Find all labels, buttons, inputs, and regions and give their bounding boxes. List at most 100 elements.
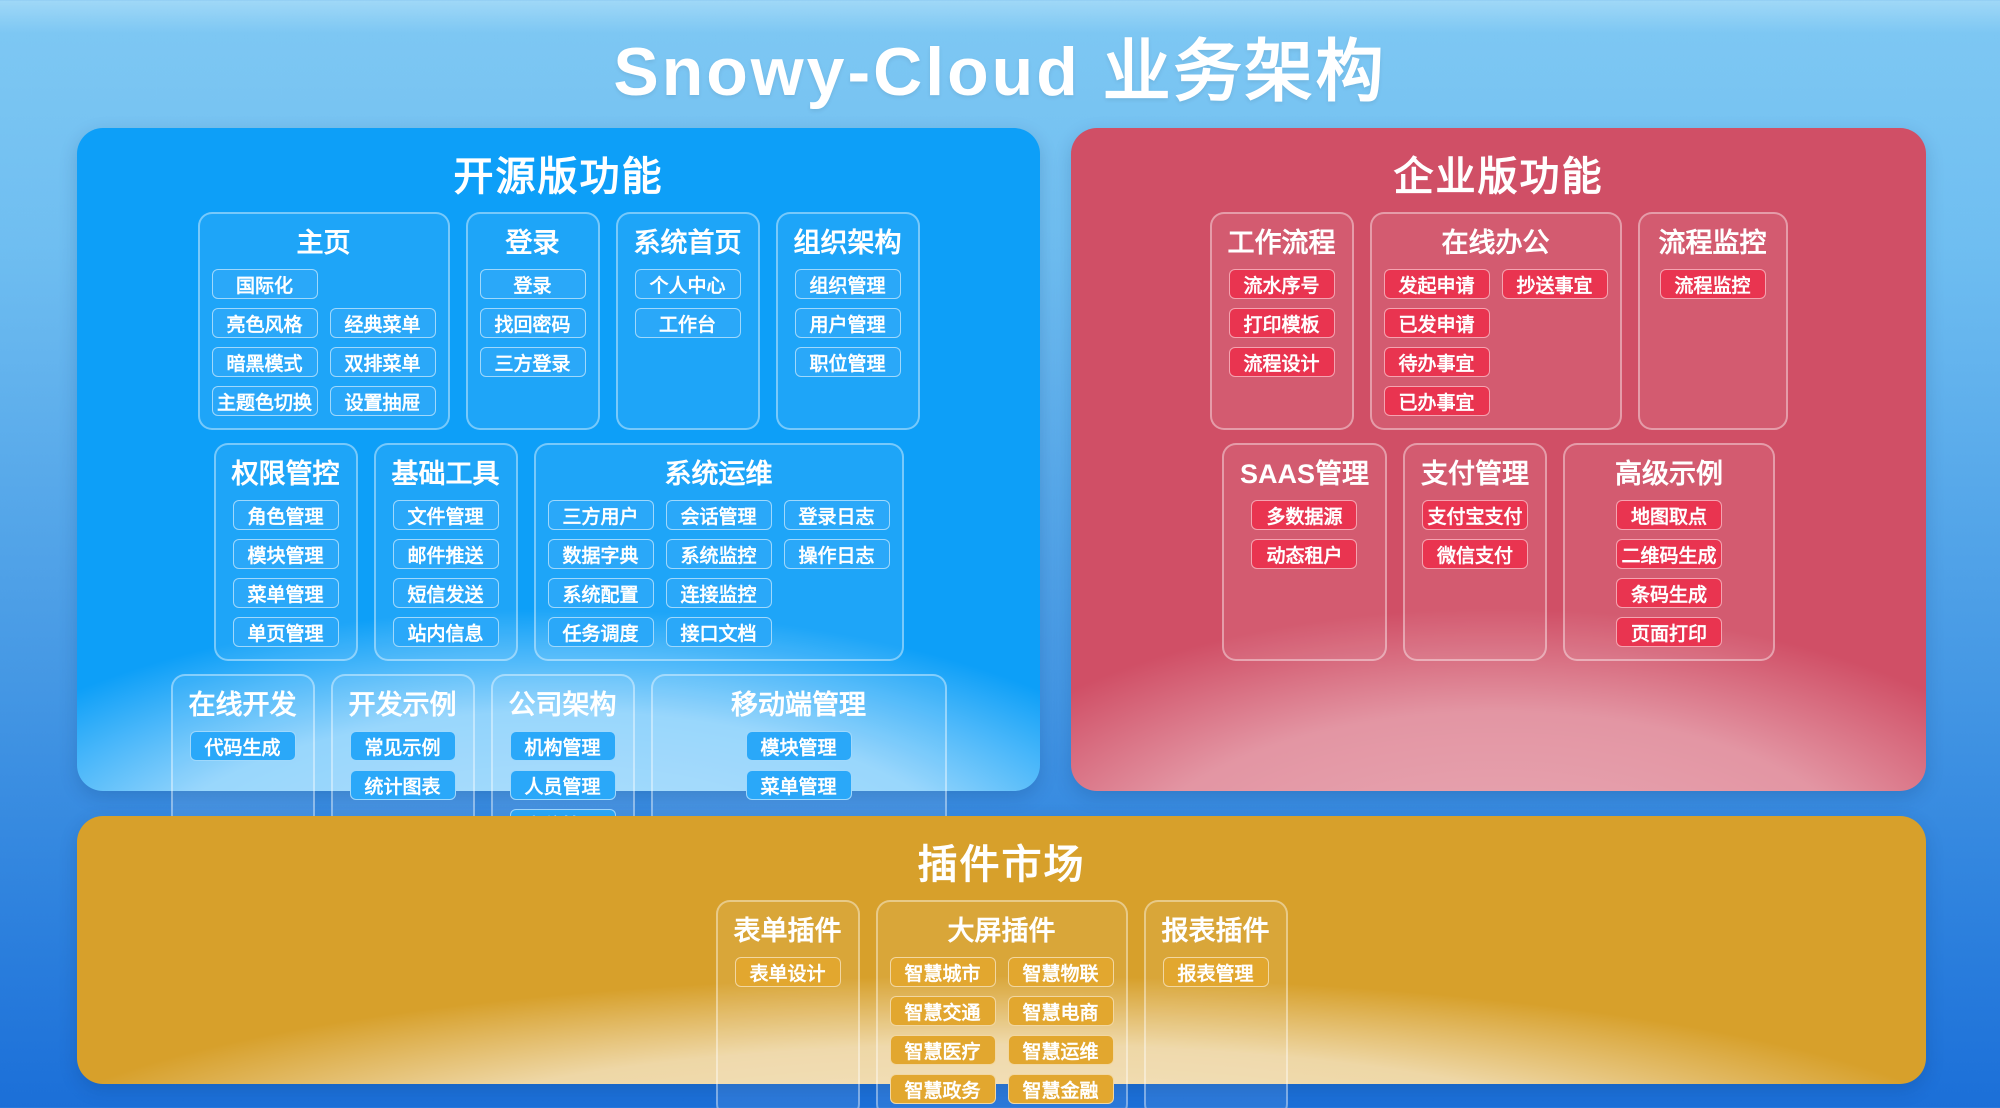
feature-item[interactable]: 系统配置 xyxy=(547,578,654,608)
feature-item[interactable]: 任务调度 xyxy=(547,617,654,647)
group-title: 流程监控 xyxy=(1658,228,1767,258)
button-column: 模块管理 菜单管理 xyxy=(745,731,852,800)
feature-item[interactable]: 模块管理 xyxy=(232,539,339,569)
feature-item[interactable]: 代码生成 xyxy=(189,731,296,761)
feature-item[interactable]: 工作台 xyxy=(634,308,741,338)
group-columns: 报表管理 xyxy=(1158,957,1274,987)
feature-item[interactable]: 智慧医疗 xyxy=(889,1035,996,1065)
feature-item[interactable]: 流程监控 xyxy=(1659,269,1766,299)
feature-item[interactable]: 数据字典 xyxy=(547,539,654,569)
feature-item[interactable]: 组织管理 xyxy=(794,269,901,299)
group-columns: 机构管理人员管理岗位管理 xyxy=(505,731,621,839)
feature-item[interactable]: 打印模板 xyxy=(1228,308,1335,338)
feature-item[interactable]: 会话管理 xyxy=(665,500,772,530)
feature-item[interactable]: 登录 xyxy=(479,269,586,299)
feature-item[interactable]: 亮色风格 xyxy=(211,308,318,338)
group-title: 大屏插件 xyxy=(947,916,1056,946)
feature-item[interactable]: 国际化 xyxy=(211,269,318,299)
feature-item[interactable]: 站内信息 xyxy=(392,617,499,647)
group-columns: 国际化亮色风格暗黑模式主题色切换 经典菜单双排菜单设置抽屉 xyxy=(211,269,436,416)
group-columns: 发起申请 已发申请 待办事宜 已办事宜 抄送事宜 xyxy=(1383,269,1608,416)
group-title: 登录 xyxy=(505,228,560,258)
feature-item[interactable]: 动态租户 xyxy=(1251,539,1358,569)
group-columns: 文件管理邮件推送短信发送站内信息 xyxy=(388,500,504,647)
feature-item[interactable]: 二维码生成 xyxy=(1616,539,1722,569)
group-title: 公司架构 xyxy=(508,690,617,720)
feature-item[interactable]: 报表管理 xyxy=(1162,957,1269,987)
feature-item[interactable]: 文件管理 xyxy=(392,500,499,530)
feature-item[interactable]: 用户管理 xyxy=(794,308,901,338)
feature-item[interactable]: 条码生成 xyxy=(1616,578,1722,608)
feature-item[interactable]: 智慧电商 xyxy=(1007,996,1114,1026)
feature-item[interactable]: 连接监控 xyxy=(665,578,772,608)
feature-item[interactable]: 已发申请 xyxy=(1383,308,1490,338)
group-title: 组织架构 xyxy=(793,228,902,258)
feature-item[interactable]: 智慧交通 xyxy=(889,996,996,1026)
button-column: 三方用户数据字典系统配置任务调度 xyxy=(547,500,654,647)
button-column: 报表管理 xyxy=(1162,957,1269,987)
feature-item[interactable]: 地图取点 xyxy=(1616,500,1722,530)
feature-item[interactable]: 找回密码 xyxy=(479,308,586,338)
feature-item[interactable]: 接口文档 xyxy=(665,617,772,647)
feature-item[interactable]: 统计图表 xyxy=(349,770,456,800)
feature-item[interactable]: 菜单管理 xyxy=(745,770,852,800)
button-column: 抄送事宜 xyxy=(1501,269,1608,416)
feature-item[interactable]: 设置抽屉 xyxy=(329,386,436,416)
feature-item[interactable]: 菜单管理 xyxy=(232,578,339,608)
feature-item[interactable]: 模块管理 xyxy=(745,731,852,761)
group-workflow: 工作流程 流水序号 打印模板 流程设计 xyxy=(1209,212,1354,430)
feature-item[interactable]: 多数据源 xyxy=(1251,500,1358,530)
group-org-structure: 组织架构组织管理用户管理职位管理 xyxy=(775,212,920,430)
feature-item[interactable]: 经典菜单 xyxy=(329,308,436,338)
feature-item[interactable]: 双排菜单 xyxy=(329,347,436,377)
button-column: 地图取点二维码生成条码生成页面打印 xyxy=(1616,500,1722,647)
group-title: 高级示例 xyxy=(1615,459,1723,489)
feature-item[interactable]: 单页管理 xyxy=(232,617,339,647)
group-columns: 三方用户 数据字典 系统配置 任务调度 会话管理 系统监控 连接监控 接口文档 登录日志 操作日志 xyxy=(547,500,890,647)
feature-item[interactable]: 人员管理 xyxy=(509,770,616,800)
feature-item[interactable]: 发起申请 xyxy=(1383,269,1490,299)
group-row: SAAS管理 多数据源 动态租户 支付管理 支付宝支付 微信支付 高级示例 地图取点 二维码生成… xyxy=(1221,443,1775,661)
open-source-panel-title: 开源版功能 xyxy=(453,155,664,199)
feature-item[interactable]: 待办事宜 xyxy=(1383,347,1490,377)
feature-item[interactable]: 机构管理 xyxy=(509,731,616,761)
feature-item[interactable]: 暗黑模式 xyxy=(211,347,318,377)
group-columns: 智慧城市智慧交通智慧医疗智慧政务 智慧物联智慧电商智慧运维智慧金融 xyxy=(889,957,1114,1104)
feature-item[interactable]: 个人中心 xyxy=(634,269,741,299)
enterprise-panel-title: 企业版功能 xyxy=(1393,155,1604,199)
feature-item[interactable]: 邮件推送 xyxy=(392,539,499,569)
feature-item[interactable]: 常见示例 xyxy=(349,731,456,761)
feature-item[interactable]: 微信支付 xyxy=(1422,539,1528,569)
feature-item[interactable]: 主题色切换 xyxy=(211,386,318,416)
feature-item[interactable]: 智慧物联 xyxy=(1007,957,1114,987)
button-column: 文件管理邮件推送短信发送站内信息 xyxy=(392,500,499,647)
feature-item[interactable]: 操作日志 xyxy=(783,539,890,569)
group-columns: 流水序号打印模板流程设计 xyxy=(1224,269,1340,377)
feature-item[interactable]: 流水序号 xyxy=(1228,269,1335,299)
feature-item[interactable]: 系统监控 xyxy=(665,539,772,569)
feature-item[interactable]: 职位管理 xyxy=(794,347,901,377)
feature-item[interactable]: 智慧运维 xyxy=(1007,1035,1114,1065)
group-columns: 常见示例 统计图表 xyxy=(345,731,461,800)
feature-item[interactable]: 表单设计 xyxy=(734,957,841,987)
feature-item[interactable]: 短信发送 xyxy=(392,578,499,608)
group-system-home: 系统首页 个人中心 工作台 xyxy=(615,212,760,430)
feature-item[interactable]: 页面打印 xyxy=(1616,617,1722,647)
button-column: 角色管理模块管理菜单管理单页管理 xyxy=(232,500,339,647)
feature-item[interactable]: 流程设计 xyxy=(1228,347,1335,377)
feature-item[interactable]: 智慧政务 xyxy=(889,1074,996,1104)
button-column: 支付宝支付 微信支付 xyxy=(1422,500,1528,569)
feature-item[interactable]: 支付宝支付 xyxy=(1422,500,1528,530)
group-columns: 角色管理模块管理菜单管理单页管理 xyxy=(228,500,344,647)
feature-item[interactable]: 角色管理 xyxy=(232,500,339,530)
feature-item[interactable]: 登录日志 xyxy=(783,500,890,530)
group-basic-tools: 基础工具 文件管理 邮件推送 短信发送 站内信息 xyxy=(373,443,518,661)
feature-item[interactable]: 三方用户 xyxy=(547,500,654,530)
feature-item[interactable]: 抄送事宜 xyxy=(1501,269,1608,299)
feature-item[interactable]: 三方登录 xyxy=(479,347,586,377)
button-column: 发起申请已发申请待办事宜已办事宜 xyxy=(1383,269,1490,416)
group-title: 在线开发 xyxy=(188,690,297,720)
feature-item[interactable]: 智慧城市 xyxy=(889,957,996,987)
feature-item[interactable]: 智慧金融 xyxy=(1007,1074,1114,1104)
feature-item[interactable]: 已办事宜 xyxy=(1383,386,1490,416)
